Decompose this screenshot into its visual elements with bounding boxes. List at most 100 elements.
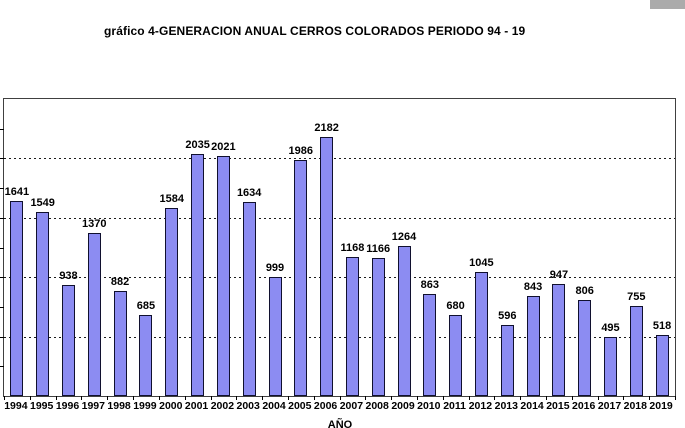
data-label-2017: 495 — [601, 322, 620, 335]
x-tick — [416, 396, 418, 400]
bar-2017 — [604, 337, 617, 396]
bar-2004 — [268, 277, 282, 396]
data-label-2016: 806 — [575, 285, 594, 298]
data-label-2008: 1166 — [366, 242, 391, 255]
bar-2019 — [655, 334, 669, 396]
bar-2009 — [397, 245, 411, 396]
y-tick — [0, 128, 4, 130]
data-label-1997: 1370 — [82, 218, 107, 231]
bar-1998 — [113, 291, 127, 396]
x-axis-label-1997: 1997 — [81, 400, 105, 412]
gridline-1500 — [4, 217, 675, 219]
data-label-2010: 863 — [420, 278, 439, 291]
x-axis-label-1999: 1999 — [133, 400, 157, 412]
x-tick — [29, 396, 31, 400]
data-label-2018: 755 — [627, 291, 646, 304]
x-tick — [55, 396, 57, 400]
x-tick — [236, 396, 238, 400]
x-tick — [107, 396, 109, 400]
x-axis-label-2012: 2012 — [468, 400, 493, 412]
bar-2003 — [242, 201, 256, 396]
y-tick — [0, 217, 4, 219]
x-axis-label-2000: 2000 — [159, 400, 183, 412]
x-tick — [520, 396, 522, 400]
data-label-2019: 518 — [652, 319, 672, 332]
x-tick — [571, 396, 573, 400]
y-tick — [0, 306, 4, 308]
x-axis-label-2010: 2010 — [417, 400, 441, 412]
x-tick — [339, 396, 341, 400]
x-tick — [4, 396, 5, 400]
data-label-1995: 1549 — [30, 197, 55, 209]
bar-2005 — [294, 160, 308, 396]
bar-2013 — [500, 325, 514, 396]
x-axis-label-1996: 1996 — [55, 400, 80, 412]
gridline-1000 — [4, 277, 675, 279]
data-label-2004: 999 — [265, 262, 285, 275]
x-axis-label-2008: 2008 — [365, 400, 389, 412]
bar-1994 — [10, 201, 24, 396]
x-axis-label-2015: 2015 — [546, 400, 570, 412]
y-tick — [0, 158, 4, 160]
gridline-500 — [4, 336, 675, 338]
x-tick — [649, 396, 651, 400]
data-label-2012: 1045 — [469, 256, 494, 269]
data-label-2007: 1168 — [340, 242, 365, 255]
data-label-1994: 1641 — [4, 186, 30, 198]
x-tick — [184, 396, 186, 400]
y-tick — [0, 366, 4, 368]
data-label-1999: 685 — [136, 299, 156, 312]
x-axis-label-2003: 2003 — [236, 400, 260, 412]
x-axis-label-2009: 2009 — [391, 400, 415, 412]
data-label-2015: 947 — [549, 268, 569, 281]
plot-area: 1641 1549 938 1370 882 685 1584 2035 2021 1634 999… — [0, 98, 676, 400]
x-axis-label-2019: 2019 — [649, 400, 673, 412]
x-axis-label-2014: 2014 — [520, 400, 544, 412]
x-tick — [468, 396, 470, 400]
x-axis-label-2017: 2017 — [597, 400, 622, 412]
data-label-1996: 938 — [59, 269, 78, 282]
data-label-2013: 596 — [498, 310, 517, 323]
x-axis-label-2011: 2011 — [443, 400, 466, 412]
x-tick — [391, 396, 393, 400]
x-tick — [442, 396, 444, 400]
scrollbar-thumb-fragment[interactable] — [650, 0, 685, 9]
bar-2011 — [449, 315, 463, 396]
bar-2018 — [629, 306, 643, 396]
bar-2012 — [474, 271, 488, 396]
bar-2002 — [216, 155, 230, 396]
x-tick — [81, 396, 83, 400]
data-label-2005: 1986 — [288, 145, 314, 158]
x-tick — [158, 396, 160, 400]
x-tick — [262, 396, 264, 400]
x-tick — [287, 396, 289, 400]
data-label-1998: 882 — [110, 276, 130, 289]
bar-1999 — [139, 314, 153, 396]
bar-2014 — [526, 295, 540, 396]
x-axis-label-2004: 2004 — [262, 400, 286, 412]
bar-2000 — [165, 207, 179, 396]
x-axis-label-2007: 2007 — [339, 400, 364, 412]
bar-2001 — [191, 154, 205, 396]
x-axis-label-2018: 2018 — [623, 400, 647, 412]
data-label-2001: 2035 — [185, 139, 210, 152]
x-axis-title: AÑO — [327, 419, 353, 428]
data-label-2003: 1634 — [236, 186, 262, 199]
x-axis-label-2013: 2013 — [494, 400, 518, 412]
x-tick — [546, 396, 547, 400]
x-axis-label-2005: 2005 — [288, 400, 312, 412]
x-tick — [210, 396, 212, 400]
x-tick — [133, 396, 134, 400]
gridline-2000 — [4, 158, 675, 160]
data-label-2002: 2021 — [211, 140, 236, 153]
y-tick — [0, 277, 4, 279]
y-tick — [0, 188, 4, 190]
data-label-2006: 2182 — [314, 121, 339, 134]
data-label-2014: 843 — [523, 280, 543, 293]
data-label-2000: 1584 — [159, 192, 185, 205]
bar-2016 — [578, 300, 592, 396]
chart-title: gráfico 4-GENERACION ANUAL CERROS COLORA… — [104, 24, 526, 38]
x-axis-label-2002: 2002 — [210, 400, 235, 412]
x-tick — [623, 396, 625, 400]
